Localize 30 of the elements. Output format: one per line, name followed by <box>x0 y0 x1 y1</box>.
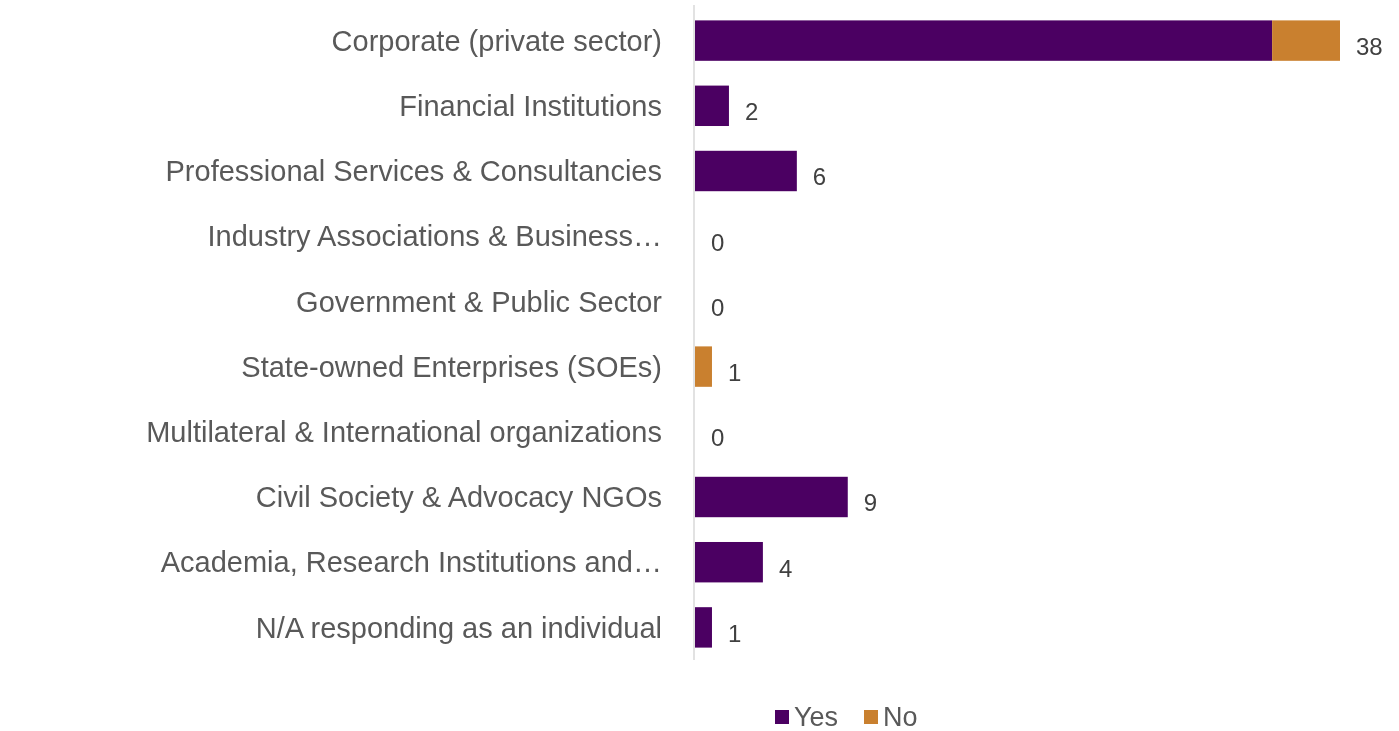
bar <box>695 150 797 192</box>
y-tick-label: Professional Services & Consultancies <box>165 155 662 188</box>
y-tick-label: N/A responding as an individual <box>255 611 662 644</box>
data-label: 1 <box>727 619 742 647</box>
total-label: 38 <box>1356 33 1383 60</box>
y-tick-label: Industry Associations & Business… <box>207 220 662 253</box>
bar <box>695 346 712 387</box>
bar <box>695 541 763 583</box>
data-label: 2 <box>744 98 759 126</box>
data-label: 9 <box>863 489 878 517</box>
data-label: 0 <box>711 228 725 256</box>
data-label: 0 <box>711 424 725 452</box>
bar <box>695 85 729 127</box>
y-tick-label: Corporate (private sector) <box>331 24 662 57</box>
y-tick-label: Multilateral & International organizations <box>146 415 662 448</box>
bar <box>695 476 848 518</box>
legend-label: Yes <box>794 702 839 731</box>
bar <box>1272 20 1340 61</box>
data-label: 0 <box>711 293 725 321</box>
y-tick-label: Civil Society & Advocacy NGOs <box>255 481 662 514</box>
bar <box>695 20 1273 61</box>
y-tick-label: Financial Institutions <box>399 89 662 122</box>
bar <box>695 607 712 648</box>
data-label: 1 <box>727 359 742 386</box>
data-label: 6 <box>812 163 827 191</box>
y-tick-label: Academia, Research Institutions and… <box>160 546 662 579</box>
data-label: 4 <box>778 554 793 582</box>
y-tick-label: Government & Public Sector <box>296 285 663 318</box>
y-tick-label: State-owned Enterprises (SOEs) <box>241 350 662 383</box>
legend-label: No <box>883 702 918 731</box>
